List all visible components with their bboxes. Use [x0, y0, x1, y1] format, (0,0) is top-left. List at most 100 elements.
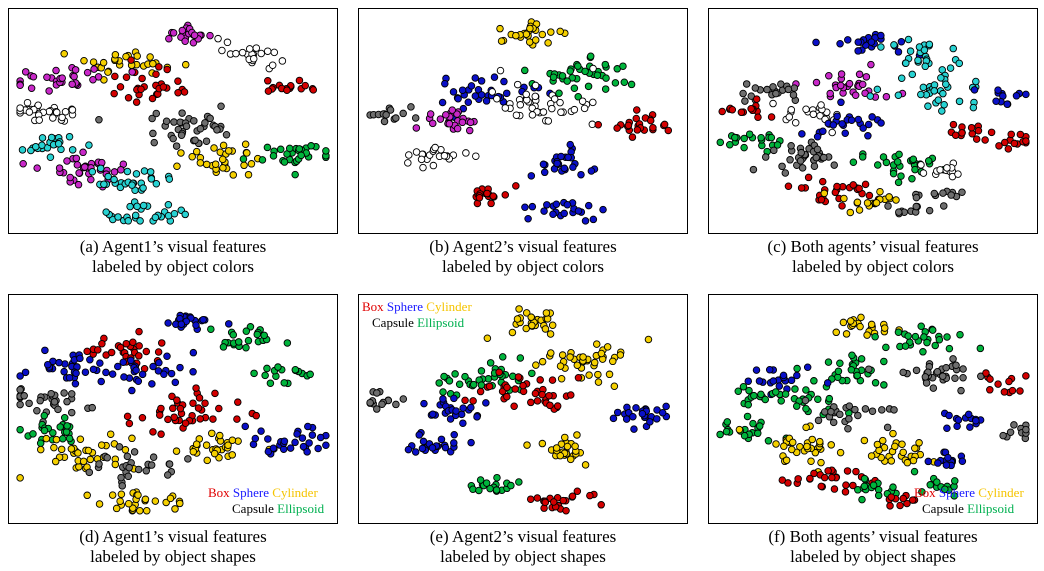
data-point: [27, 84, 36, 92]
data-point: [268, 61, 277, 70]
data-point: [140, 167, 149, 175]
data-point: [613, 408, 622, 417]
cluster-e-4: [420, 394, 490, 427]
data-point: [151, 497, 160, 505]
data-point: [573, 361, 582, 369]
data-point: [847, 366, 856, 374]
data-point: [43, 360, 52, 369]
data-point: [489, 192, 497, 200]
cluster-c-11: [749, 138, 838, 177]
cluster-c-17: [995, 130, 1030, 153]
data-point: [842, 330, 851, 338]
data-point: [981, 136, 989, 144]
data-point: [959, 373, 967, 382]
data-point: [132, 98, 141, 106]
data-point: [899, 494, 907, 503]
data-point: [455, 380, 464, 389]
data-point: [40, 426, 49, 435]
data-point: [555, 89, 563, 98]
data-point: [740, 431, 749, 440]
data-point: [75, 463, 83, 471]
data-point: [536, 376, 544, 384]
data-point: [404, 159, 412, 167]
data-point: [189, 348, 198, 357]
data-point: [941, 485, 949, 493]
data-point: [50, 398, 59, 406]
cluster-b-4: [412, 106, 478, 135]
data-point: [228, 451, 236, 459]
cluster-f-6: [982, 369, 1030, 397]
data-point: [116, 343, 125, 352]
data-point: [924, 102, 932, 110]
data-point: [116, 83, 125, 91]
data-point: [16, 385, 24, 394]
cluster-a-6: [264, 76, 318, 95]
caption-b-line1: (b) Agent2’s visual features: [429, 237, 617, 256]
data-point: [908, 496, 917, 504]
data-point: [522, 324, 530, 333]
data-point: [117, 490, 126, 498]
data-point: [380, 117, 389, 126]
data-point: [601, 85, 610, 93]
data-point: [860, 474, 869, 483]
data-point: [112, 504, 121, 513]
data-point: [763, 85, 771, 94]
cluster-d-4: [16, 346, 104, 388]
cluster-d-5: [16, 385, 96, 426]
data-point: [58, 74, 66, 82]
data-point: [942, 80, 950, 89]
cluster-f-9: [940, 409, 985, 433]
data-point: [844, 36, 852, 44]
data-point: [546, 401, 554, 410]
data-point: [906, 47, 915, 55]
data-point: [46, 153, 55, 162]
data-point: [879, 153, 888, 161]
data-point: [280, 379, 288, 387]
cluster-f-18: [885, 491, 919, 510]
data-point: [769, 83, 777, 91]
cluster-b-7: [404, 143, 480, 172]
data-point: [80, 57, 88, 65]
data-point: [954, 170, 962, 178]
data-point: [923, 338, 931, 347]
data-point: [994, 86, 1002, 94]
data-point: [908, 175, 916, 183]
data-point: [216, 431, 224, 440]
data-point: [797, 148, 805, 157]
data-point: [169, 29, 178, 37]
data-point: [452, 407, 460, 415]
data-point: [120, 373, 128, 381]
data-point: [52, 66, 60, 75]
data-point: [904, 332, 912, 340]
data-point: [136, 217, 144, 225]
data-point: [165, 34, 173, 43]
data-point: [503, 383, 511, 392]
data-point: [887, 457, 896, 465]
data-point: [836, 40, 844, 48]
cluster-d-8: [172, 429, 273, 465]
data-point: [964, 410, 973, 419]
data-point: [476, 476, 485, 484]
data-point: [316, 433, 325, 442]
data-point: [739, 383, 748, 391]
data-point: [176, 499, 184, 508]
data-point: [574, 373, 583, 382]
cluster-d-0: [164, 311, 233, 333]
data-point: [29, 72, 38, 81]
data-point: [85, 468, 94, 477]
data-point: [734, 387, 743, 395]
data-point: [982, 369, 990, 377]
data-point: [809, 110, 818, 119]
data-point: [47, 389, 55, 398]
data-point: [170, 413, 178, 421]
legend-f-cylinder: Cylinder: [978, 485, 1024, 500]
data-point: [264, 447, 273, 456]
data-point: [163, 65, 171, 74]
data-point: [510, 402, 518, 411]
cluster-f-13: [778, 466, 879, 496]
data-point: [919, 169, 928, 177]
data-point: [47, 133, 56, 142]
data-point: [477, 367, 486, 375]
data-point: [597, 501, 605, 509]
data-point: [649, 123, 657, 132]
